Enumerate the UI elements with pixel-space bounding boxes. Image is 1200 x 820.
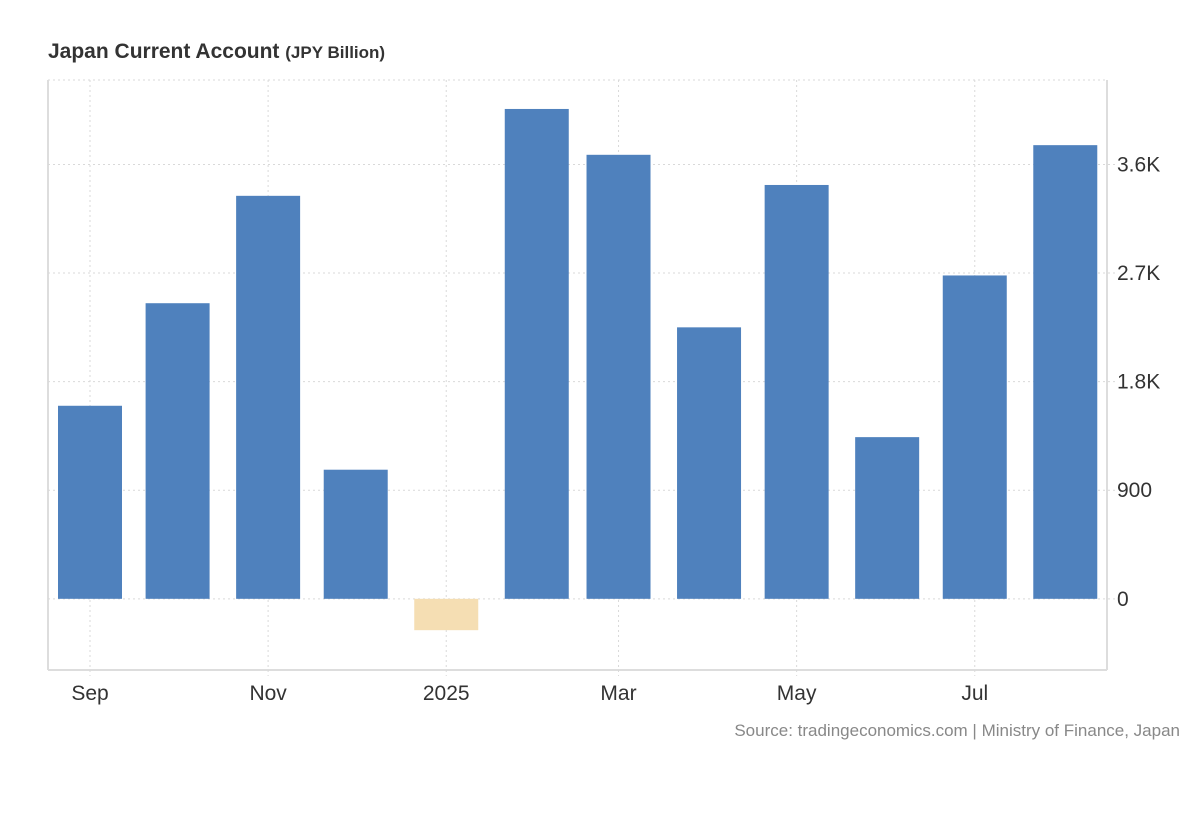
y-tick-label: 0: [1117, 588, 1129, 611]
bar-2025-01: [414, 598, 479, 631]
y-tick-label: 2.7K: [1117, 262, 1160, 285]
y-tick-label: 1.8K: [1117, 371, 1160, 394]
x-tick-label: May: [777, 682, 817, 705]
bar-2025-02: [504, 108, 569, 599]
y-tick-label: 3.6K: [1117, 153, 1160, 176]
y-tick-label: 900: [1117, 479, 1152, 502]
title-unit: (JPY Billion): [285, 43, 386, 62]
title-text: Japan Current Account: [48, 40, 280, 63]
bar-2024-11: [236, 195, 301, 599]
bar-2025-08: [1033, 145, 1098, 599]
bar-2025-06: [855, 437, 920, 599]
x-tick-label: Mar: [600, 682, 636, 705]
bar-2025-03: [586, 154, 651, 599]
x-tick-label: 2025: [423, 682, 470, 705]
bar-2024-09: [58, 405, 122, 599]
x-tick-label: Sep: [71, 682, 108, 705]
source-note: Source: tradingeconomics.com | Ministry …: [734, 721, 1180, 740]
bar-2024-12: [323, 469, 388, 599]
chart-title: Japan Current Account (JPY Billion): [48, 40, 385, 64]
x-tick-label: Jul: [961, 682, 988, 705]
bar-2025-04: [677, 327, 742, 599]
x-tick-label: Nov: [249, 682, 287, 705]
bar-2025-07: [942, 275, 1007, 599]
bar-2024-10: [145, 303, 210, 599]
bar-2025-05: [764, 184, 829, 599]
